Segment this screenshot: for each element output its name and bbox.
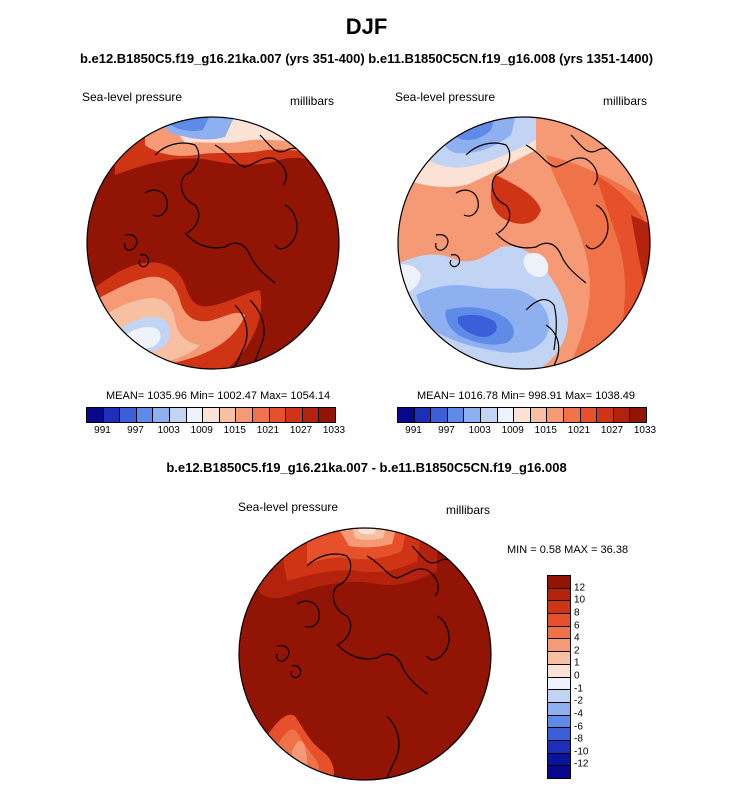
panel2-polar-map [397,116,651,370]
colorbar-swatch [548,626,570,640]
panel1-stats: MEAN= 1035.96 Min= 1002.47 Max= 1054.14 [106,390,331,402]
colorbar-tick-label: -12 [574,758,589,770]
panel1-units-label: millibars [290,94,335,108]
panel2-colorbar [397,407,647,423]
panel1-polar-map [86,116,340,370]
colorbar-tick-label: 1033 [633,425,657,436]
colorbar-swatch [548,639,570,653]
colorbar-tick-label: 6 [574,620,580,631]
colorbar-swatch [186,408,204,422]
colorbar-tick-label: -4 [574,708,583,720]
panel2-units-label: millibars [603,94,648,108]
colorbar-swatch [548,614,570,627]
colorbar-tick-label: 991 [94,425,111,436]
colorbar-swatch [548,677,570,691]
colorbar-tick-label: 1021 [567,425,591,436]
colorbar-swatch [153,408,170,422]
colorbar-swatch [87,408,104,422]
colorbar-swatch [286,408,303,422]
figure-title: DJF [345,14,388,39]
colorbar-swatch [548,588,570,602]
colorbar-swatch [480,408,498,422]
colorbar-swatch [597,408,614,422]
colorbar-swatch [103,408,121,422]
colorbar-swatch [414,408,432,422]
colorbar-swatch [203,408,220,422]
colorbar-swatch [236,408,253,422]
colorbar-tick-label: 2 [574,645,580,657]
diff-stats: MIN = 0.58 MAX = 36.38 [507,544,629,556]
colorbar-swatch [169,408,187,422]
colorbar-tick-label: 1015 [223,425,246,436]
colorbar-tick-label: 1009 [501,425,524,436]
difference-polar-map [238,527,492,781]
colorbar-tick-label: 0 [574,670,580,682]
colorbar-tick-label: -10 [574,746,589,758]
colorbar-swatch [548,728,570,741]
colorbar-tick-label: -2 [574,695,583,707]
colorbar-swatch [548,601,570,615]
colorbar-swatch [548,715,570,729]
colorbar-tick-label: -8 [574,733,583,745]
colorbar-tick-label: 1003 [468,425,491,436]
colorbar-swatch [580,408,598,422]
colorbar-swatch [120,408,137,422]
figure-subtitle: b.e12.B1850C5.f19_g16.21ka.007 (yrs 351-… [79,51,654,66]
difference-title: b.e12.B1850C5.f19_g16.21ka.007 - b.e11.B… [166,460,567,475]
colorbar-swatch [302,408,320,422]
colorbar-swatch [547,408,564,422]
colorbar-swatch [497,408,515,422]
colorbar-swatch [269,408,287,422]
colorbar-tick-label: 991 [405,425,422,436]
panel1-colorbar [86,407,336,423]
panel2-variable-label: Sea-level pressure [395,90,496,104]
colorbar-tick-label: 997 [438,425,455,436]
colorbar-tick-label: 1003 [157,425,180,436]
colorbar-tick-label: 1009 [190,425,213,436]
colorbar-swatch [447,408,465,422]
colorbar-swatch [548,753,570,767]
colorbar-tick-label: 4 [574,632,580,644]
colorbar-tick-label: 1027 [600,425,624,436]
colorbar-tick-label: 12 [574,582,586,594]
colorbar-tick-label: -6 [574,721,583,732]
panel1-variable-label: Sea-level pressure [82,90,183,104]
colorbar-swatch [530,408,548,422]
colorbar-swatch [613,408,631,422]
colorbar-tick-label: 10 [574,594,586,606]
colorbar-swatch [319,408,335,422]
panel1-colorbar-ticks: 991 997 1003 1009 1015 1021 1027 1033 [86,425,345,439]
colorbar-tick-label: 1033 [322,425,346,436]
colorbar-swatch [630,408,646,422]
diff-variable-label: Sea-level pressure [238,500,339,514]
colorbar-swatch [464,408,481,422]
colorbar-swatch [398,408,415,422]
colorbar-tick-label: 1021 [256,425,280,436]
diff-units-label: millibars [446,503,491,517]
colorbar-tick-label: 1015 [534,425,557,436]
difference-colorbar [547,575,571,779]
colorbar-swatch [548,740,570,754]
colorbar-swatch [548,576,570,589]
colorbar-swatch [563,408,581,422]
difference-colorbar-ticks: 12 10 8 6 4 2 1 0 -1 -2 -4 -6 -8 -10 -12 [574,575,614,777]
colorbar-swatch [548,652,570,665]
colorbar-tick-label: -1 [574,683,583,695]
colorbar-swatch [548,664,570,678]
colorbar-tick-label: 1 [574,657,580,669]
colorbar-tick-label: 8 [574,607,580,619]
colorbar-tick-label: 1027 [289,425,313,436]
colorbar-swatch [514,408,531,422]
panel2-colorbar-ticks: 991 997 1003 1009 1015 1021 1027 1033 [397,425,656,439]
panel2-stats: MEAN= 1016.78 Min= 998.91 Max= 1038.49 [417,390,636,402]
colorbar-swatch [548,702,570,716]
colorbar-swatch [548,690,570,703]
colorbar-swatch [431,408,448,422]
colorbar-swatch [219,408,237,422]
colorbar-swatch [548,766,570,778]
colorbar-tick-label: 997 [127,425,144,436]
colorbar-swatch [136,408,154,422]
colorbar-swatch [252,408,270,422]
